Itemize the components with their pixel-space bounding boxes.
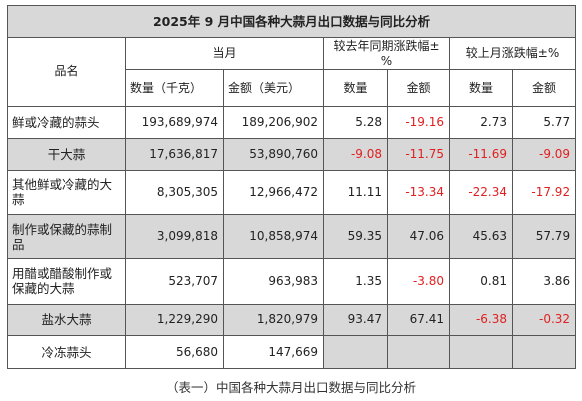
row-mom-qty: 45.63 bbox=[449, 213, 513, 260]
row-yoy-amount bbox=[387, 335, 450, 369]
row-yoy-amount: -19.16 bbox=[387, 106, 450, 139]
header-current-month: 当月 bbox=[125, 36, 324, 71]
row-qty: 17,636,817 bbox=[125, 137, 224, 171]
row-mom-qty: -6.38 bbox=[449, 303, 513, 337]
row-yoy-amount: -13.34 bbox=[387, 169, 450, 215]
row-name: 制作或保藏的蒜制品 bbox=[7, 213, 126, 260]
header-yoy-qty: 数量 bbox=[323, 69, 388, 108]
header-amount: 金额（美元） bbox=[223, 69, 324, 108]
row-name: 鲜或冷藏的蒜头 bbox=[7, 106, 126, 139]
row-mom-qty: 2.73 bbox=[449, 106, 513, 139]
row-name: 冷冻蒜头 bbox=[7, 335, 126, 369]
row-amount: 1,820,979 bbox=[223, 303, 324, 337]
row-qty: 8,305,305 bbox=[125, 169, 224, 215]
table-row: 其他鲜或冷藏的大蒜 8,305,305 12,966,472 11.11 -13… bbox=[7, 169, 577, 215]
header-yoy: 较去年同期涨跌幅±% bbox=[323, 36, 450, 71]
header-mom: 较上月涨跌幅±% bbox=[448, 36, 577, 71]
header-mom-qty: 数量 bbox=[449, 69, 513, 108]
table-row: 冷冻蒜头 56,680 147,669 bbox=[7, 335, 577, 369]
row-yoy-amount: 67.41 bbox=[387, 303, 450, 337]
row-yoy-qty: 5.28 bbox=[323, 106, 388, 139]
row-amount: 12,966,472 bbox=[223, 169, 324, 215]
garlic-export-table: 2025年 9 月中国各种大蒜月出口数据与同比分析 品名 当月 较去年同期涨跌幅… bbox=[6, 5, 577, 369]
row-mom-qty: -11.69 bbox=[449, 137, 513, 171]
row-qty: 193,689,974 bbox=[125, 106, 224, 139]
row-mom-amount: 3.86 bbox=[511, 258, 577, 305]
row-yoy-amount: -11.75 bbox=[387, 137, 450, 171]
row-name: 其他鲜或冷藏的大蒜 bbox=[7, 169, 126, 215]
row-mom-qty: 0.81 bbox=[449, 258, 513, 305]
row-mom-amount: 5.77 bbox=[511, 106, 577, 139]
row-mom-amount: -9.09 bbox=[511, 137, 577, 171]
table-row: 盐水大蒜 1,229,290 1,820,979 93.47 67.41 -6.… bbox=[7, 303, 577, 337]
row-name: 盐水大蒜 bbox=[7, 303, 126, 337]
row-amount: 963,983 bbox=[223, 258, 324, 305]
row-yoy-qty: 11.11 bbox=[323, 169, 388, 215]
header-yoy-amount: 金额 bbox=[387, 69, 450, 108]
row-amount: 53,890,760 bbox=[223, 137, 324, 171]
row-yoy-qty bbox=[323, 335, 388, 369]
row-amount: 10,858,974 bbox=[223, 213, 324, 260]
row-qty: 3,099,818 bbox=[125, 213, 224, 260]
table-row: 干大蒜 17,636,817 53,890,760 -9.08 -11.75 -… bbox=[7, 137, 577, 171]
row-mom-amount: -17.92 bbox=[511, 169, 577, 215]
table-row: 用醋或醋酸制作或保藏的大蒜 523,707 963,983 1.35 -3.80… bbox=[7, 258, 577, 305]
header-qty: 数量（千克） bbox=[125, 69, 224, 108]
row-qty: 56,680 bbox=[125, 335, 224, 369]
table-caption: （表一）中国各种大蒜月出口数据与同比分析 bbox=[165, 380, 416, 395]
table-title: 2025年 9 月中国各种大蒜月出口数据与同比分析 bbox=[6, 5, 577, 38]
row-name: 用醋或醋酸制作或保藏的大蒜 bbox=[7, 258, 126, 305]
row-yoy-amount: 47.06 bbox=[387, 213, 450, 260]
row-mom-qty: -22.34 bbox=[449, 169, 513, 215]
row-qty: 523,707 bbox=[125, 258, 224, 305]
header-product: 品名 bbox=[7, 36, 126, 108]
row-amount: 189,206,902 bbox=[223, 106, 324, 139]
row-name: 干大蒜 bbox=[7, 137, 126, 171]
row-amount: 147,669 bbox=[223, 335, 324, 369]
row-mom-amount bbox=[511, 335, 577, 369]
row-yoy-qty: 93.47 bbox=[323, 303, 388, 337]
row-yoy-qty: 59.35 bbox=[323, 213, 388, 260]
row-yoy-qty: 1.35 bbox=[323, 258, 388, 305]
row-yoy-amount: -3.80 bbox=[387, 258, 450, 305]
row-mom-amount: 57.79 bbox=[511, 213, 577, 260]
row-yoy-qty: -9.08 bbox=[323, 137, 388, 171]
table-row: 制作或保藏的蒜制品 3,099,818 10,858,974 59.35 47.… bbox=[7, 213, 577, 260]
row-mom-amount: -0.32 bbox=[511, 303, 577, 337]
row-qty: 1,229,290 bbox=[125, 303, 224, 337]
header-mom-amount: 金额 bbox=[511, 69, 577, 108]
row-mom-qty bbox=[449, 335, 513, 369]
table-row: 鲜或冷藏的蒜头 193,689,974 189,206,902 5.28 -19… bbox=[7, 106, 577, 139]
